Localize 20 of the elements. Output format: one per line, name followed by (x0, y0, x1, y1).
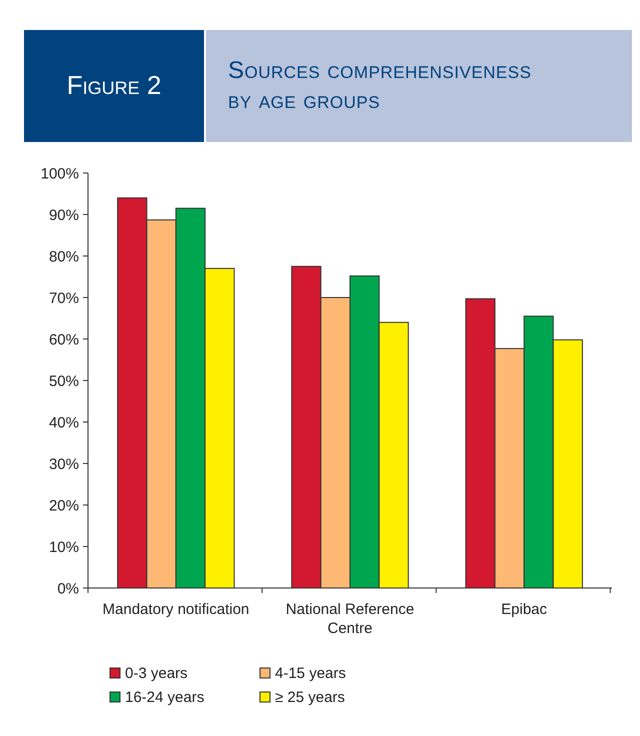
legend-label: 16-24 years (125, 689, 204, 706)
x-tick-label: Epibac (501, 601, 548, 618)
y-tick-label: 90% (48, 206, 79, 224)
y-tick-label: 30% (48, 456, 79, 473)
y-tick-label: 80% (48, 248, 79, 266)
y-tick-label: 10% (48, 538, 79, 556)
y-tick-label: 0% (57, 580, 79, 598)
y-tick-label: 20% (48, 497, 79, 514)
x-tick-label: Mandatory notification (102, 601, 250, 618)
y-tick-label: 70% (48, 290, 79, 307)
legend-label: 4-15 years (275, 665, 346, 682)
y-tick-label: 60% (48, 331, 79, 348)
x-tick-label: National Reference Centre (286, 601, 414, 637)
legend-label: ≥ 25 years (275, 689, 345, 706)
legend-label: 0-3 years (125, 665, 188, 682)
y-tick-label: 50% (48, 372, 79, 390)
chart-title: Sources comprehensiveness by age groups (228, 57, 532, 114)
y-tick-label: 100% (40, 165, 79, 182)
y-tick-label: 40% (48, 414, 79, 432)
chart-subtitle: Figure 2 (66, 70, 162, 100)
